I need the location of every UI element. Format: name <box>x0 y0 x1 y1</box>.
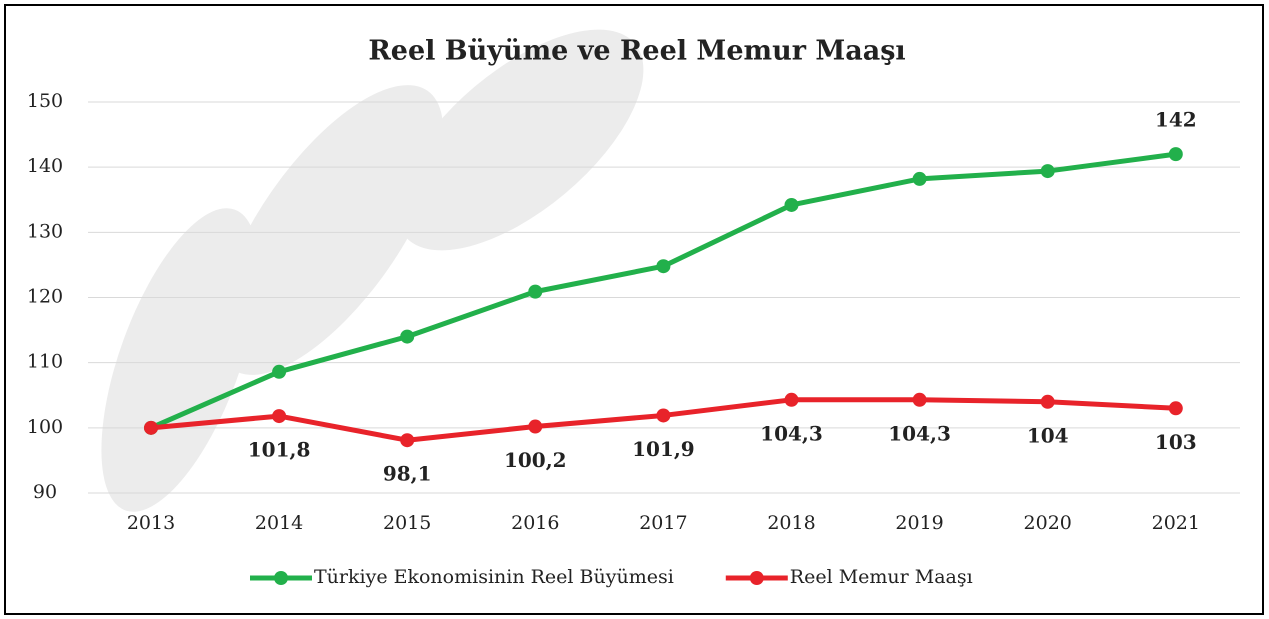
point <box>144 421 158 435</box>
x-tick-label: 2021 <box>1152 512 1200 534</box>
point <box>400 330 414 344</box>
point <box>1169 147 1183 161</box>
point <box>785 393 799 407</box>
x-tick-label: 2018 <box>767 512 815 534</box>
data-label: 104,3 <box>888 421 951 445</box>
x-tick-label: 2019 <box>895 512 943 534</box>
data-label: 103 <box>1155 430 1197 454</box>
point <box>1169 401 1183 415</box>
point <box>528 420 542 434</box>
data-label: 101,8 <box>248 438 311 462</box>
point <box>913 393 927 407</box>
point <box>1041 164 1055 178</box>
point <box>785 198 799 212</box>
x-tick-label: 2015 <box>383 512 431 534</box>
point <box>913 172 927 186</box>
chart-title: Reel Büyüme ve Reel Memur Maaşı <box>368 36 905 67</box>
x-tick-label: 2016 <box>511 512 559 534</box>
point <box>272 409 286 423</box>
x-tick-label: 2020 <box>1024 512 1072 534</box>
data-label: 101,9 <box>632 437 695 461</box>
legend-marker <box>750 571 764 585</box>
y-tick-label: 110 <box>27 351 63 373</box>
y-tick-label: 120 <box>27 286 63 308</box>
legend-label: Türkiye Ekonomisinin Reel Büyümesi <box>314 566 674 588</box>
data-label: 98,1 <box>383 462 432 486</box>
point <box>656 259 670 273</box>
point <box>272 365 286 379</box>
point <box>1041 395 1055 409</box>
legend-label: Reel Memur Maaşı <box>790 566 973 588</box>
point <box>528 285 542 299</box>
x-tick-label: 2013 <box>127 512 175 534</box>
data-label: 100,2 <box>504 448 567 472</box>
data-label: 104,3 <box>760 421 823 445</box>
y-tick-label: 150 <box>27 90 63 112</box>
chart: Reel Büyüme ve Reel Memur Maaşı 90 100 110… <box>0 0 1269 619</box>
x-tick-label: 2014 <box>255 512 303 534</box>
point <box>400 433 414 447</box>
point <box>656 408 670 422</box>
y-tick-label: 90 <box>33 481 57 503</box>
data-label: 142 <box>1155 108 1197 132</box>
y-tick-label: 100 <box>27 416 63 438</box>
legend-marker <box>274 571 288 585</box>
y-tick-label: 140 <box>27 155 63 177</box>
x-tick-label: 2017 <box>639 512 687 534</box>
y-tick-label: 130 <box>27 220 63 242</box>
data-label: 104 <box>1027 423 1069 447</box>
